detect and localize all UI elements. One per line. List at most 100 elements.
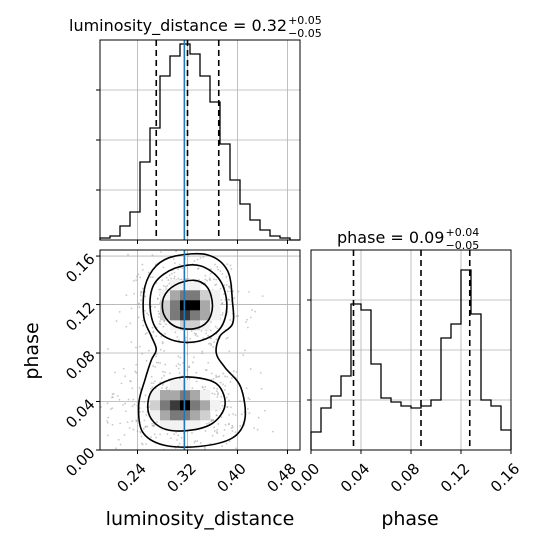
sample-point (150, 305, 153, 308)
sample-point (152, 276, 154, 279)
sample-point (130, 341, 133, 344)
sample-point (114, 371, 116, 374)
sample-point (152, 382, 155, 385)
sample-point (221, 311, 224, 314)
sample-point (135, 279, 137, 282)
sample-point (210, 321, 213, 323)
sample-point (244, 349, 246, 352)
sample-point (173, 433, 176, 436)
sample-point (155, 436, 158, 439)
sample-point (160, 335, 163, 338)
sample-point (155, 335, 157, 338)
sample-point (229, 381, 232, 383)
sample-point (173, 271, 176, 274)
sample-point (166, 433, 169, 435)
sample-point (151, 326, 154, 329)
sample-point (182, 362, 184, 364)
histogram-step (310, 269, 512, 450)
sample-point (106, 421, 109, 424)
density-cell (190, 310, 201, 321)
sample-point (202, 337, 205, 340)
sample-point (161, 342, 164, 345)
sample-point (202, 256, 205, 259)
sample-point (111, 407, 114, 410)
sample-point (213, 456, 215, 458)
luminosity-distance-title-upper: +0.05 (288, 14, 322, 27)
density-cell (190, 300, 201, 311)
sample-point (216, 396, 219, 398)
sample-point (131, 387, 134, 390)
sample-point (221, 301, 224, 304)
sample-point (223, 429, 226, 431)
sample-point (139, 294, 142, 297)
sample-point (158, 322, 161, 325)
sample-point (211, 434, 214, 437)
sample-point (217, 268, 219, 271)
sample-point (193, 260, 196, 262)
density-cell (200, 310, 211, 321)
sample-point (111, 396, 114, 399)
density-cell (210, 310, 221, 321)
density-cell (210, 400, 221, 411)
sample-point (152, 454, 154, 456)
sample-point (155, 282, 158, 285)
sample-point (223, 284, 226, 287)
sample-point (191, 387, 194, 390)
sample-point (195, 371, 198, 374)
sample-point (228, 399, 231, 402)
density-cell (190, 280, 201, 291)
sample-point (152, 365, 155, 367)
sample-point (210, 344, 213, 346)
sample-point (181, 211, 183, 213)
sample-point (152, 330, 155, 333)
sample-point (146, 312, 149, 315)
sample-point (225, 276, 228, 278)
x-axis-label-phase: phase (381, 508, 438, 530)
sample-point (140, 435, 143, 438)
sample-point (260, 387, 263, 390)
sample-point (179, 363, 182, 366)
sample-point (216, 393, 219, 396)
sample-point (216, 327, 219, 330)
sample-point (199, 451, 201, 453)
sample-point (161, 370, 164, 373)
sample-point (209, 342, 212, 345)
sample-point (214, 284, 217, 286)
sample-point (159, 288, 162, 291)
sample-point (226, 336, 229, 339)
sample-point (226, 406, 229, 409)
sample-point (199, 442, 202, 444)
sample-point (232, 370, 235, 372)
density-cell (170, 290, 181, 301)
density-cell (160, 390, 171, 401)
sample-point (141, 410, 144, 413)
sample-point (215, 376, 218, 378)
sample-point (143, 400, 145, 403)
sample-point (228, 413, 231, 416)
sample-point (217, 392, 219, 394)
sample-point (152, 424, 155, 427)
sample-point (256, 428, 259, 431)
sample-point (140, 442, 143, 445)
sample-point (132, 398, 135, 401)
sample-point (165, 456, 167, 458)
sample-point (246, 407, 249, 410)
density-cell (200, 300, 211, 311)
density-cell (200, 390, 211, 401)
sample-point (187, 277, 190, 280)
phase-title: phase = 0.09 (337, 228, 444, 247)
sample-point (173, 277, 176, 280)
sample-point (155, 352, 158, 355)
sample-point (245, 321, 247, 323)
sample-point (145, 443, 148, 445)
sample-point (220, 416, 223, 419)
density-cell (160, 420, 171, 431)
sample-point (224, 375, 226, 378)
density-cell (160, 400, 171, 411)
sample-point (173, 275, 176, 278)
sample-point (213, 426, 216, 429)
sample-point (177, 444, 180, 447)
density-cell (210, 300, 221, 311)
sample-point (210, 420, 213, 422)
x-tick-label: 0.04 (337, 460, 373, 496)
